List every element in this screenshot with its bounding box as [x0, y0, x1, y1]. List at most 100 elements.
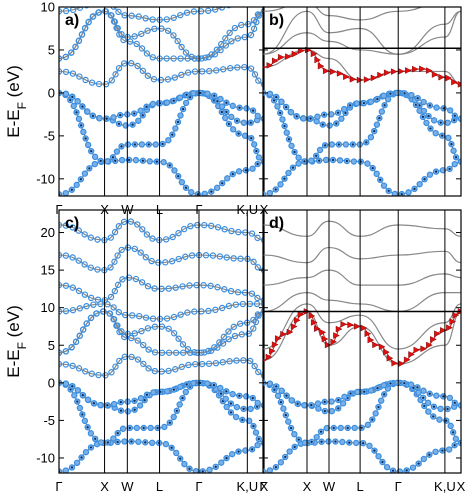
- projection-dot-core: [143, 399, 146, 402]
- highlight-marker: [372, 341, 379, 349]
- projection-dot-core: [383, 393, 386, 396]
- projection-dot: [339, 400, 347, 407]
- highlight-marker: [383, 348, 390, 356]
- projection-dot: [254, 294, 261, 302]
- projection-dot: [80, 326, 87, 333]
- projection-dot-core: [81, 413, 84, 416]
- projection-dot: [295, 154, 302, 161]
- projection-dot: [107, 234, 115, 241]
- projection-dot-core: [181, 397, 184, 400]
- x-tick-label: W: [323, 479, 336, 494]
- projection-dot: [128, 312, 136, 319]
- highlight-marker: [310, 50, 318, 58]
- projection-dot-core: [442, 107, 445, 110]
- projection-dot: [71, 392, 78, 399]
- projection-dot: [274, 392, 282, 399]
- projection-dot: [170, 14, 177, 22]
- projection-dot: [254, 234, 261, 242]
- projection-dot: [81, 291, 89, 298]
- projection-dot: [191, 349, 198, 356]
- projection-dot: [380, 92, 387, 99]
- projection-dot: [212, 359, 220, 367]
- projection-dot: [170, 413, 177, 421]
- projection-dot: [98, 0, 103, 5]
- y-tick-label: -10: [36, 171, 55, 186]
- band-line-6: [59, 310, 264, 354]
- highlight-marker: [278, 53, 285, 61]
- projection-dot: [111, 228, 119, 236]
- projection-dot: [112, 363, 119, 370]
- projection-dot: [73, 459, 81, 467]
- projection-dot: [73, 181, 80, 189]
- projection-dot: [214, 284, 221, 291]
- projection-dot: [253, 300, 261, 308]
- projection-dot: [423, 119, 430, 127]
- x-tick-label: Γ: [195, 479, 202, 494]
- projection-dot: [88, 79, 96, 86]
- projection-dot: [288, 397, 295, 404]
- projection-dot: [425, 408, 432, 415]
- projection-dot: [110, 400, 118, 408]
- projection-dot-core: [371, 418, 374, 421]
- projection-dot: [107, 264, 114, 271]
- projection-dot: [62, 68, 70, 76]
- projection-dot: [208, 222, 215, 230]
- x-tick-label: X: [457, 479, 466, 494]
- highlight-marker: [363, 76, 371, 83]
- projection-dot: [78, 31, 86, 38]
- projection-dot-core: [221, 182, 224, 185]
- projection-dot: [150, 389, 157, 396]
- highlight-marker: [333, 332, 340, 339]
- projection-dot: [173, 449, 180, 457]
- projection-dot: [190, 90, 197, 97]
- projection-dot: [378, 108, 386, 115]
- projection-dot: [170, 313, 178, 321]
- projection-dot: [91, 153, 99, 161]
- projection-dot: [175, 335, 182, 342]
- projection-dot: [190, 379, 197, 387]
- projection-dot: [200, 282, 207, 289]
- projection-dot: [179, 349, 187, 356]
- projection-dot-core: [155, 160, 158, 163]
- projection-dot-core: [133, 112, 136, 115]
- panel-frame: [58, 6, 265, 197]
- projection-dot-core: [346, 426, 349, 430]
- projection-dot-core: [295, 115, 298, 118]
- highlight-marker: [452, 311, 460, 319]
- projection-dot: [131, 245, 139, 253]
- projection-dot: [372, 410, 379, 417]
- projection-dot: [182, 388, 190, 396]
- projection-dot: [177, 11, 184, 19]
- projection-dot-core: [225, 457, 228, 460]
- projection-dot: [62, 467, 70, 473]
- projection-dot: [74, 387, 81, 394]
- highlight-marker: [263, 65, 267, 69]
- highlight-marker: [272, 57, 279, 65]
- projection-dot: [177, 383, 184, 391]
- projection-dot: [62, 361, 70, 368]
- projection-dot: [218, 459, 225, 466]
- projection-dot: [217, 40, 225, 48]
- projection-dot-core: [310, 440, 313, 443]
- highlight-marker: [330, 68, 337, 75]
- highlight-marker: [285, 53, 292, 60]
- highlight-marker: [290, 323, 298, 330]
- projection-dot: [255, 368, 262, 376]
- projection-dot: [416, 180, 423, 188]
- projection-dot: [266, 380, 274, 387]
- projection-dot: [430, 117, 438, 124]
- projection-dot: [238, 331, 245, 338]
- projection-dot-core: [381, 460, 384, 464]
- projection-dot-core: [293, 150, 296, 154]
- projection-dot: [280, 405, 287, 412]
- projection-dot-core: [319, 430, 323, 433]
- projection-dot: [96, 115, 103, 122]
- x-tick-label: K,U: [236, 479, 258, 494]
- highlight-marker: [280, 330, 287, 338]
- projection-dot-core: [389, 92, 392, 95]
- x-tick-label: K,U: [434, 479, 456, 494]
- projection-dot: [62, 282, 70, 289]
- projection-dot: [208, 51, 215, 58]
- highlight-marker: [266, 62, 274, 69]
